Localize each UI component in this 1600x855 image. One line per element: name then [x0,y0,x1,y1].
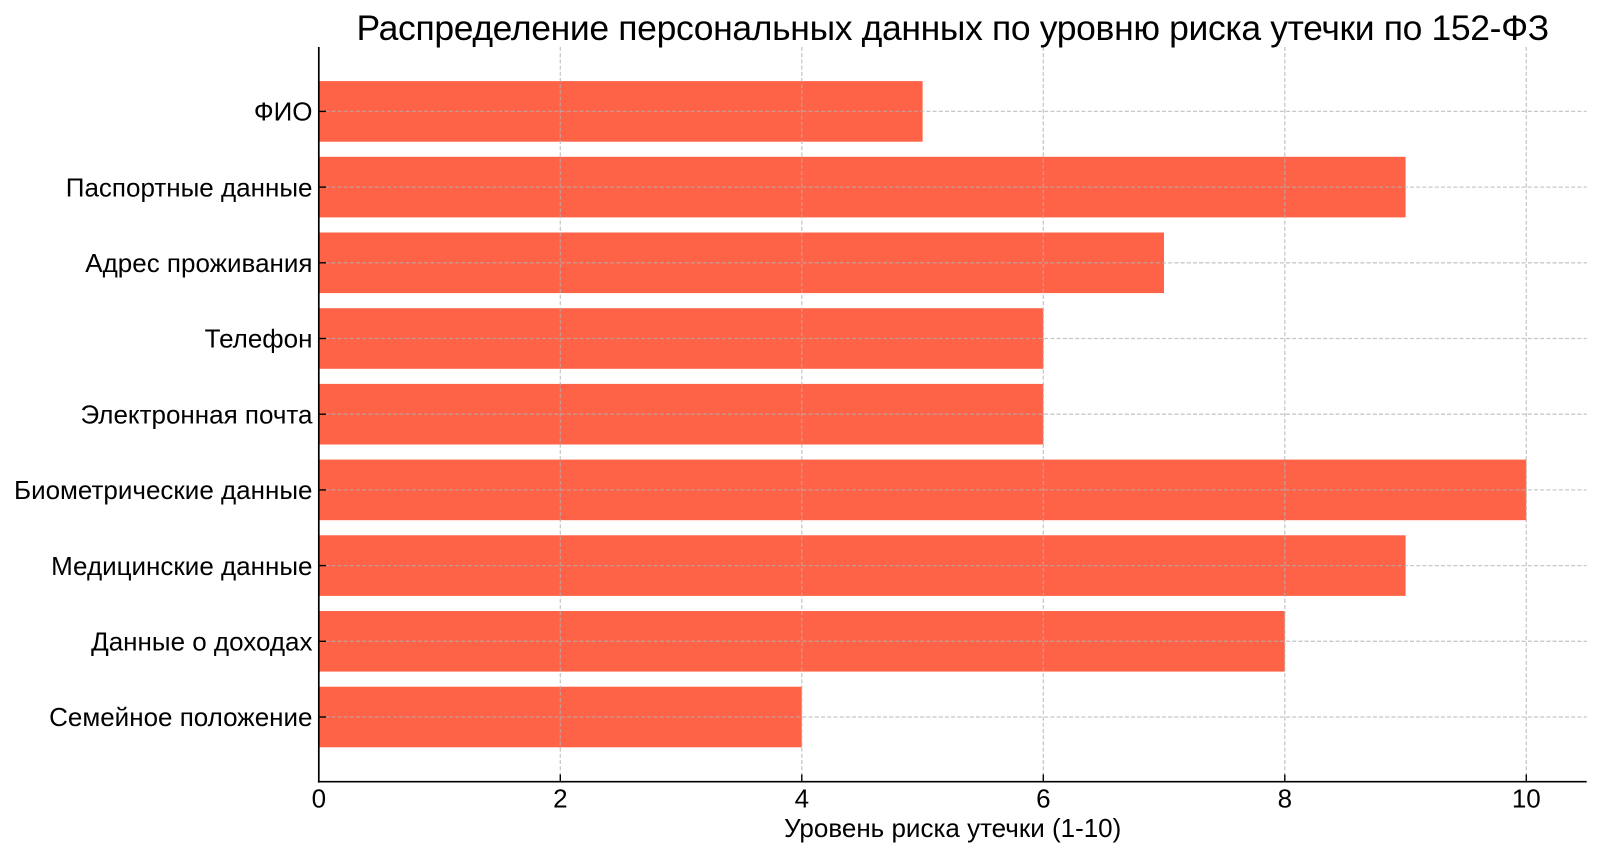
svg-text:Телефон: Телефон [205,324,313,354]
svg-text:0: 0 [312,784,326,814]
svg-text:Биометрические данные: Биометрические данные [14,475,313,505]
svg-text:ФИО: ФИО [254,97,313,127]
svg-text:Адрес проживания: Адрес проживания [85,248,312,278]
svg-text:Семейное положение: Семейное положение [49,702,312,732]
svg-text:Электронная почта: Электронная почта [80,399,313,429]
svg-text:Медицинские данные: Медицинские данные [51,551,312,581]
svg-text:Распределение персональных дан: Распределение персональных данных по уро… [357,8,1549,48]
svg-text:8: 8 [1278,784,1292,814]
svg-text:Паспортные данные: Паспортные данные [66,172,313,202]
svg-text:2: 2 [553,784,567,814]
svg-text:Уровень риска утечки (1-10): Уровень риска утечки (1-10) [784,813,1121,843]
svg-text:10: 10 [1512,784,1541,814]
svg-text:6: 6 [1036,784,1050,814]
svg-text:4: 4 [795,784,809,814]
svg-text:Данные о доходах: Данные о доходах [91,627,312,657]
